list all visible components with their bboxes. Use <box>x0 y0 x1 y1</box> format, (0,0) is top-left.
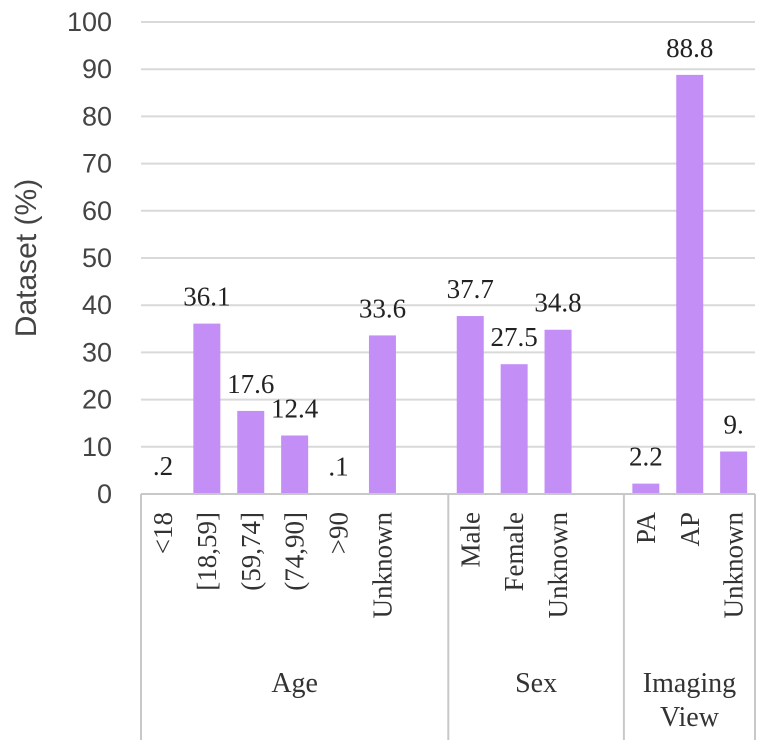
group-label: Imaging View <box>643 668 736 733</box>
y-tick-label: 100 <box>67 7 112 37</box>
y-tick-label: 40 <box>82 290 112 320</box>
bar <box>720 451 748 494</box>
data-label: .2 <box>153 451 173 481</box>
bar <box>544 329 572 494</box>
y-tick-label: 90 <box>82 54 112 84</box>
group-label: Sex <box>515 668 557 699</box>
group-labels: Age Sex Imaging View <box>271 668 736 733</box>
data-label: 27.5 <box>491 322 538 352</box>
y-tick-label: 50 <box>82 243 112 273</box>
category-label: PA <box>631 512 661 545</box>
category-label: Unknown <box>719 512 749 619</box>
data-label: 37.7 <box>447 274 494 304</box>
category-label: Male <box>455 512 485 567</box>
bar <box>193 323 221 494</box>
bars <box>149 74 748 494</box>
category-label: [18,59] <box>192 512 222 591</box>
category-label: <18 <box>148 512 178 554</box>
category-label: Unknown <box>543 512 573 619</box>
bar <box>676 74 704 494</box>
bar <box>632 483 660 494</box>
y-tick-label: 30 <box>82 337 112 367</box>
category-label: AP <box>675 512 705 547</box>
y-tick-label: 20 <box>82 385 112 415</box>
y-tick-label: 0 <box>97 479 112 509</box>
data-label: 17.6 <box>227 369 274 399</box>
y-tick-label: 70 <box>82 149 112 179</box>
data-label: 33.6 <box>359 293 406 323</box>
y-tick-label: 80 <box>82 101 112 131</box>
y-axis-label: Dataset (%) <box>10 179 43 337</box>
bar <box>368 335 396 494</box>
category-label: Female <box>499 512 529 591</box>
bar <box>500 364 528 494</box>
data-label: 12.4 <box>271 393 319 423</box>
category-label: (74,90] <box>280 512 310 591</box>
data-label: 2.2 <box>629 442 663 472</box>
data-label: 88.8 <box>666 33 713 63</box>
group-label: Age <box>271 668 318 699</box>
data-label: 34.8 <box>534 288 581 318</box>
gridlines <box>141 21 755 448</box>
bar <box>237 410 265 494</box>
data-label: 36.1 <box>183 282 230 312</box>
y-tick-label: 60 <box>82 196 112 226</box>
category-label: >90 <box>324 512 354 554</box>
category-labels: <18 [18,59] (59,74] (74,90] >90 Unknown Male Fe… <box>148 512 749 619</box>
x-axis <box>140 493 756 740</box>
category-label: (59,74] <box>236 512 266 591</box>
bar <box>281 435 309 494</box>
data-labels: .2 36.1 17.612.4 .1 33.6 37.7 27.5 34.8 2.2 88.8 9… <box>153 33 744 482</box>
y-tick-label: 10 <box>82 432 112 462</box>
data-label: 9. <box>724 410 744 440</box>
y-axis-ticks: 0 10 20 30 40 50 60 70 80 90 100 <box>67 7 112 509</box>
data-label: .1 <box>328 452 348 482</box>
category-label: Unknown <box>367 512 397 619</box>
bar <box>456 316 484 494</box>
